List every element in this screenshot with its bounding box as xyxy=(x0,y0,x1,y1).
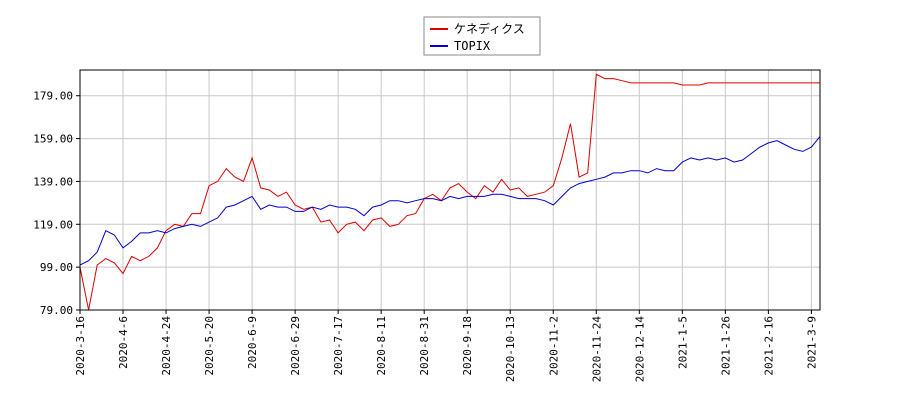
x-tick-label: 2021-1-5 xyxy=(676,316,689,369)
x-tick-label: 2020-5-20 xyxy=(203,316,216,376)
x-tick-label: 2020-11-2 xyxy=(547,316,560,376)
legend xyxy=(423,16,541,56)
plot-frame xyxy=(79,69,821,311)
x-tick-label: 2020-4-24 xyxy=(160,316,173,376)
y-tick-label: 179.00 xyxy=(33,90,73,103)
x-tick-label: 2020-8-31 xyxy=(418,316,431,376)
x-tick-label: 2020-4-6 xyxy=(117,316,130,369)
x-tick-label: 2021-2-16 xyxy=(762,316,775,376)
x-tick-label: 2021-1-26 xyxy=(719,316,732,376)
legend-label: TOPIX xyxy=(454,39,491,53)
x-tick-label: 2020-6-9 xyxy=(246,316,259,369)
y-tick-label: 119.00 xyxy=(33,218,73,231)
series-line xyxy=(79,73,820,311)
series-line xyxy=(79,136,821,266)
x-tick-label: 2020-9-18 xyxy=(461,316,474,376)
x-tick-label: 2020-7-17 xyxy=(332,316,345,376)
x-tick-label: 2020-12-14 xyxy=(633,316,646,383)
x-tick-label: 2020-10-13 xyxy=(504,316,517,382)
x-tick-label: 2020-6-29 xyxy=(289,316,302,376)
x-tick-label: 2020-11-24 xyxy=(590,316,603,383)
y-tick-label: 139.00 xyxy=(33,175,73,188)
y-tick-label: 159.00 xyxy=(33,133,73,146)
y-tick-label: 79.00 xyxy=(40,304,73,317)
legend-label: ケネディクス xyxy=(454,21,525,36)
x-tick-label: 2020-8-11 xyxy=(375,316,388,376)
y-tick-label: 99.00 xyxy=(40,261,73,274)
x-tick-label: 2021-3-9 xyxy=(805,316,818,369)
legend-box xyxy=(423,16,541,56)
x-tick-label: 2020-3-16 xyxy=(74,316,87,376)
